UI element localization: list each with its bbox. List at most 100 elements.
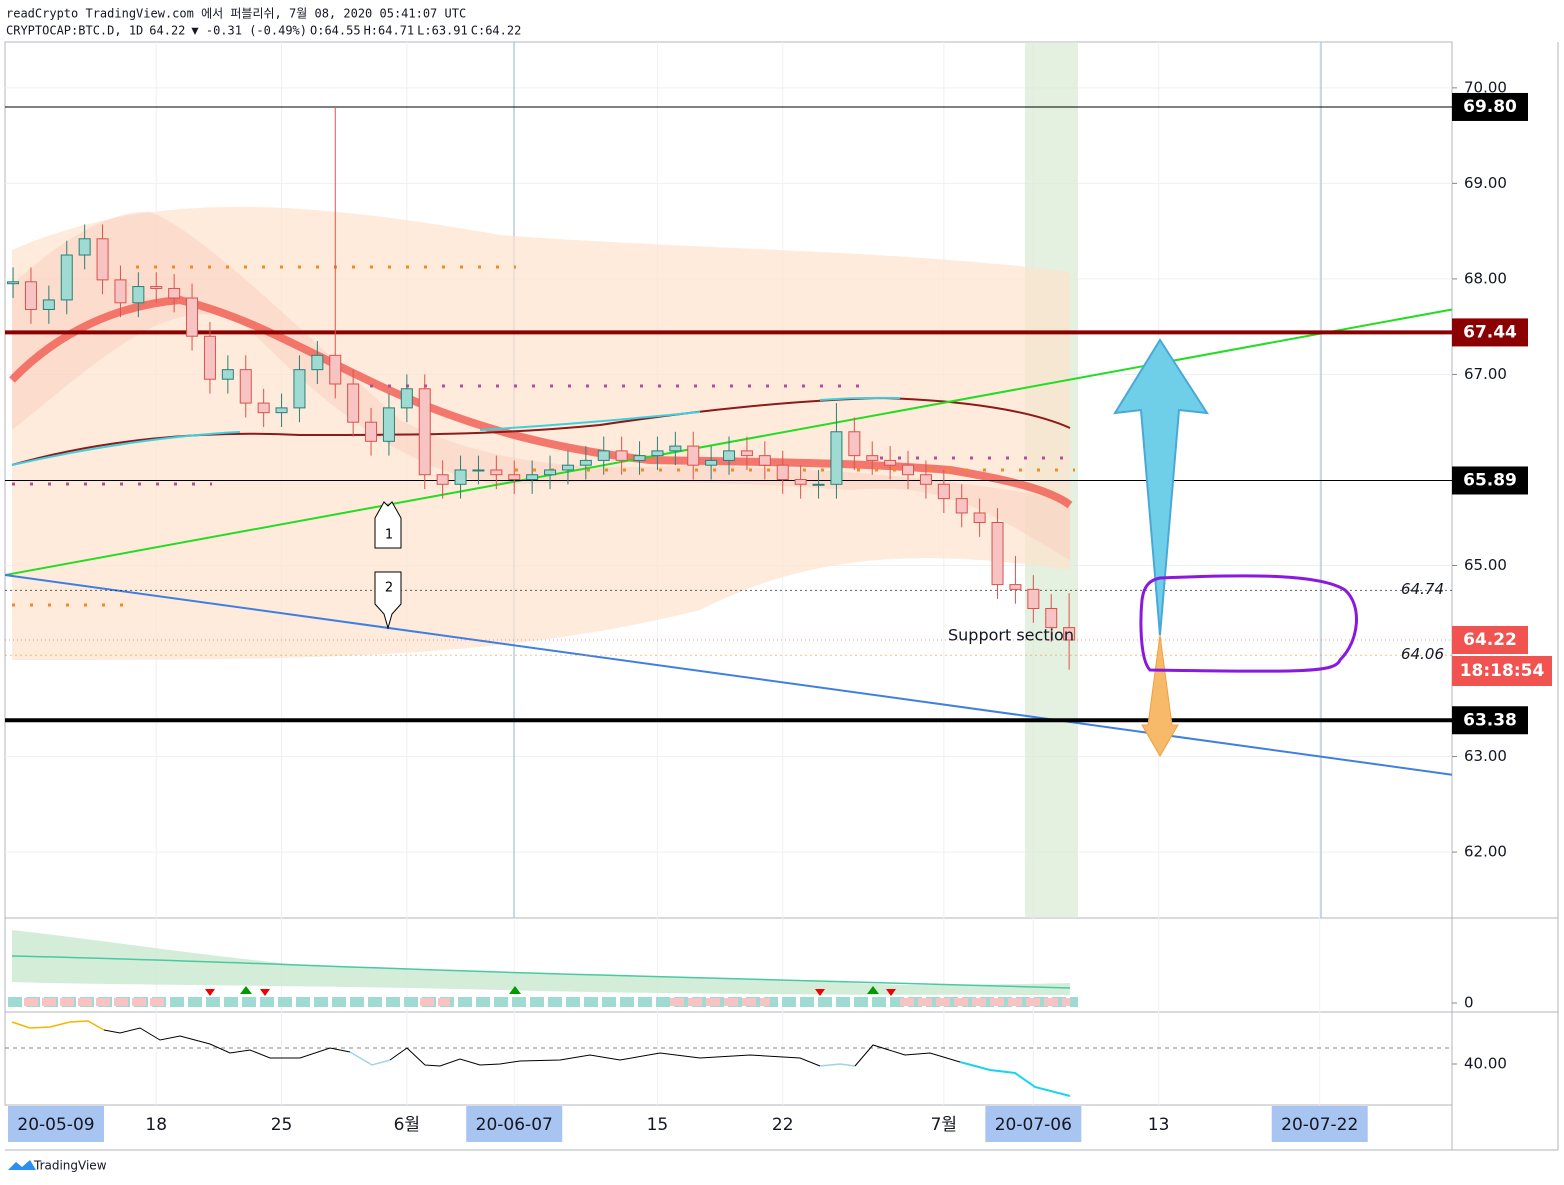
candle-body bbox=[723, 450, 736, 461]
candle-body bbox=[687, 445, 700, 466]
symbol-line: CRYPTOCAP:BTC.D, 1D 64.22 ▼ -0.31 (-0.49%)… bbox=[6, 24, 521, 38]
price-label-box bbox=[1452, 318, 1528, 347]
header-text: 64.22 bbox=[149, 24, 185, 38]
volume-average bbox=[11, 955, 1071, 989]
countdown-box bbox=[1452, 656, 1552, 687]
price-label: 63.38 bbox=[1463, 710, 1517, 730]
price-label-box bbox=[1452, 466, 1528, 495]
rsi-line bbox=[959, 1061, 1071, 1097]
header-text: C: bbox=[471, 24, 485, 38]
header-text: 64.55 bbox=[324, 24, 360, 38]
candle-body bbox=[1027, 588, 1040, 609]
rsi-line bbox=[349, 1051, 391, 1066]
logo bbox=[8, 1160, 36, 1170]
y-tick-label: 40.00 bbox=[1464, 1055, 1507, 1073]
header-text: H: bbox=[364, 24, 378, 38]
candle-body bbox=[150, 286, 163, 289]
candle-body bbox=[1009, 584, 1022, 590]
trendline bbox=[4, 308, 1453, 577]
callout bbox=[374, 571, 402, 630]
callout-label: 1 bbox=[385, 528, 393, 543]
candle-body bbox=[937, 483, 950, 500]
publish-line: readCrypto TradingView.com 에서 퍼블리쉬, 7월 0… bbox=[6, 7, 466, 21]
x-tick-label: 20-07-22 bbox=[1281, 1115, 1358, 1135]
y-tick-label: 70.00 bbox=[1464, 78, 1507, 96]
candle-body bbox=[365, 421, 378, 442]
candle-body bbox=[919, 474, 932, 485]
price-label: 64.22 bbox=[1463, 630, 1517, 650]
candle-body bbox=[669, 445, 682, 452]
cloud-band bbox=[12, 211, 1070, 560]
header-text: L: bbox=[417, 24, 431, 38]
candle-body bbox=[472, 469, 485, 472]
rsi-line bbox=[819, 1063, 856, 1067]
candle-body bbox=[418, 388, 431, 476]
candle-body bbox=[579, 459, 592, 466]
candle-body bbox=[60, 254, 73, 301]
candle-body bbox=[651, 450, 664, 457]
header-text: O: bbox=[310, 24, 324, 38]
rsi-line bbox=[11, 1020, 105, 1031]
candle-body bbox=[884, 459, 897, 466]
footer-brand: TradingView bbox=[33, 1159, 107, 1173]
header-text: 64.71 bbox=[378, 24, 414, 38]
annotation-text: Support section bbox=[948, 626, 1074, 645]
candle-body bbox=[42, 299, 55, 310]
candle-body bbox=[561, 464, 574, 471]
x-tick-label: 22 bbox=[772, 1115, 794, 1135]
candle-body bbox=[508, 474, 521, 481]
candle-body bbox=[257, 402, 270, 414]
candle-body bbox=[866, 455, 879, 461]
callout-label: 2 bbox=[385, 581, 393, 596]
y-tick-label: 65.00 bbox=[1464, 556, 1507, 574]
candle-body bbox=[400, 388, 413, 409]
header-text: CRYPTOCAP:BTC.D, 1D bbox=[6, 24, 143, 38]
price-label-box bbox=[1452, 706, 1528, 735]
candle-body bbox=[275, 407, 288, 414]
dotted-levels bbox=[12, 265, 1075, 607]
candle-body bbox=[758, 455, 771, 466]
x-tick-label: 15 bbox=[647, 1115, 669, 1135]
candle-body bbox=[1063, 627, 1076, 641]
candle-body bbox=[203, 335, 216, 380]
candle-body bbox=[490, 469, 503, 476]
trendline bbox=[4, 574, 1453, 776]
x-tick-label: 20-07-06 bbox=[995, 1115, 1072, 1135]
price-label-box bbox=[1452, 626, 1528, 655]
header-text: 64.22 bbox=[485, 24, 521, 38]
candle-body bbox=[311, 354, 324, 371]
price-label: 69.80 bbox=[1463, 97, 1517, 117]
candle-body bbox=[454, 469, 467, 485]
candle-body bbox=[794, 479, 807, 485]
y-tick-label: 67.00 bbox=[1464, 365, 1507, 383]
dotted-levels bbox=[12, 384, 1075, 486]
price-label: 65.89 bbox=[1463, 470, 1517, 490]
candle-body bbox=[902, 464, 915, 476]
candle-body bbox=[633, 455, 646, 461]
candle-body bbox=[615, 450, 628, 461]
countdown: 18:18:54 bbox=[1460, 661, 1545, 681]
date-box bbox=[985, 1106, 1082, 1142]
candle-body bbox=[24, 281, 37, 310]
x-tick-label: 18 bbox=[145, 1115, 167, 1135]
candle-body bbox=[382, 407, 395, 442]
candle-body bbox=[347, 383, 360, 423]
y-tick-label: 0 bbox=[1464, 994, 1474, 1012]
candle-body bbox=[973, 512, 986, 524]
price-label: 67.44 bbox=[1463, 322, 1517, 342]
candle-body bbox=[526, 474, 539, 481]
x-tick-label: 6월 bbox=[394, 1115, 420, 1135]
candle-body bbox=[78, 238, 91, 256]
price-label-box bbox=[1452, 92, 1528, 121]
candle-body bbox=[186, 297, 199, 337]
y-tick-label: 69.00 bbox=[1464, 174, 1507, 192]
candle-body bbox=[7, 281, 20, 285]
candle-body bbox=[544, 469, 557, 476]
callout bbox=[374, 501, 402, 549]
candle-body bbox=[991, 522, 1004, 586]
candle-body bbox=[812, 483, 825, 486]
moving-average bbox=[11, 396, 901, 466]
candle-body bbox=[955, 498, 968, 514]
candle-body bbox=[221, 369, 234, 380]
